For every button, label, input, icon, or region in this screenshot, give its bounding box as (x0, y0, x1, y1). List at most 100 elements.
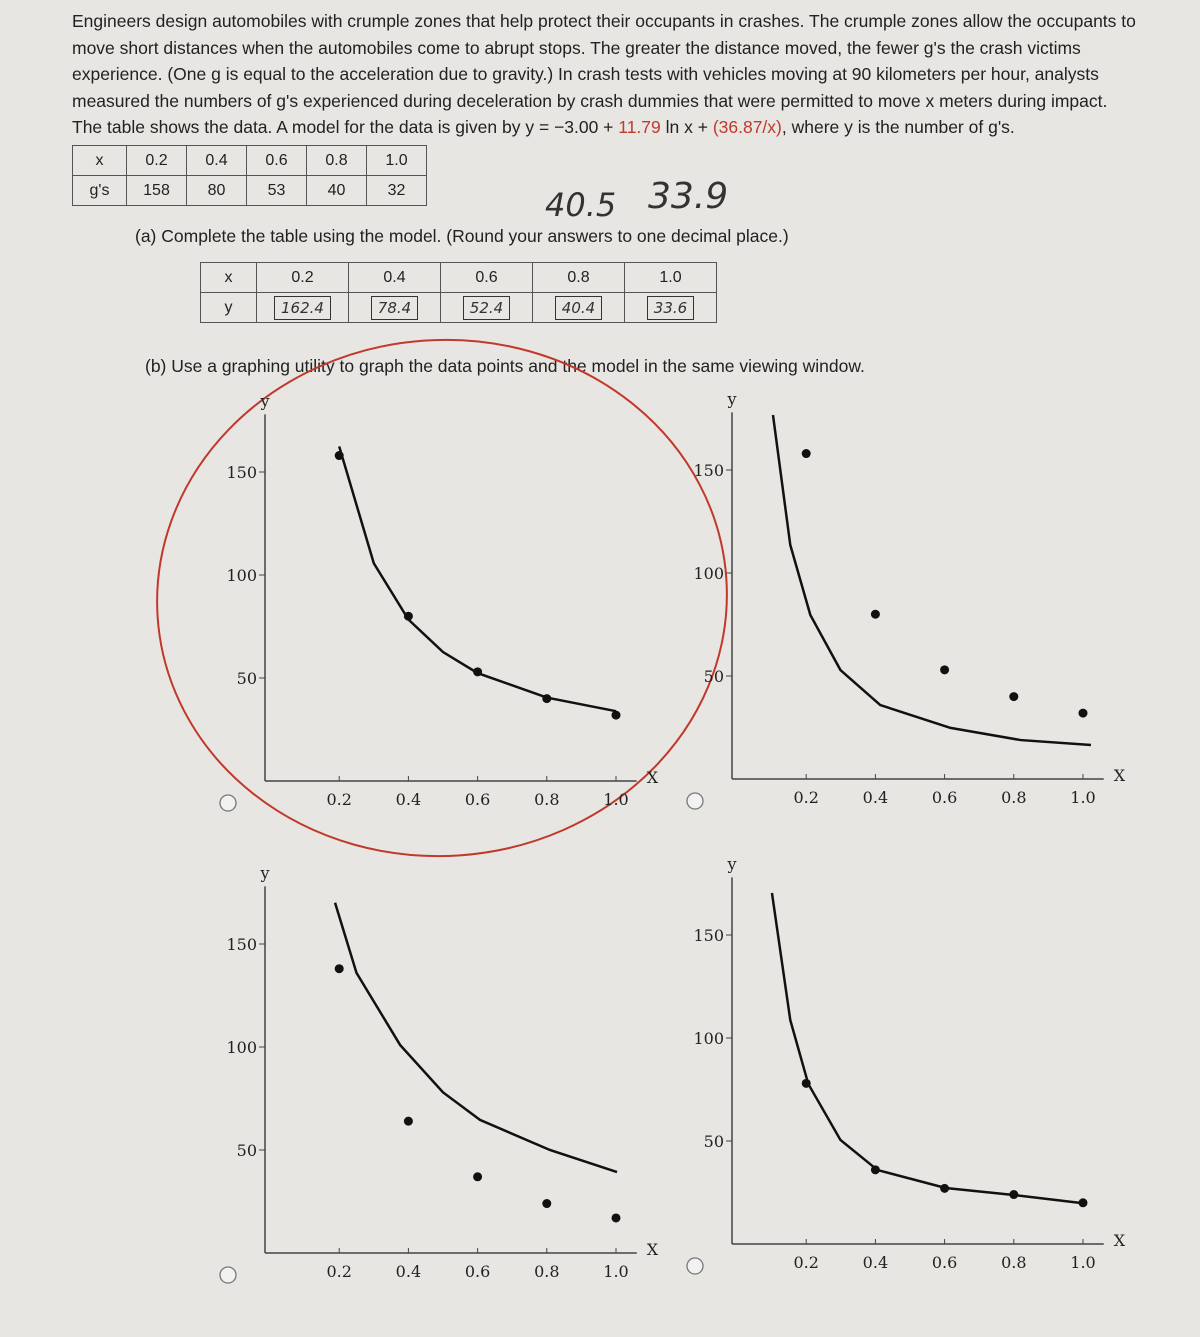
model-curve (771, 414, 1092, 747)
data-point (403, 611, 413, 621)
statement-text: Engineers design automobiles with crumpl… (72, 11, 1136, 137)
table-cell: 1.0 (624, 262, 717, 293)
option-radio[interactable] (686, 1257, 704, 1275)
formula-part: ln x + (660, 117, 713, 137)
x-tick-label: 0.6 (932, 1253, 957, 1272)
data-point (940, 665, 950, 675)
y-tick-label: 50 (237, 669, 257, 688)
answer-table: x 0.2 0.4 0.6 0.8 1.0 y 162.4 78.4 52.4 40.4 33.6 (200, 262, 717, 323)
x-tick-label: 0.6 (932, 788, 957, 807)
statement-end: , where y is the number of g's. (781, 117, 1015, 137)
option-radio[interactable] (219, 794, 237, 812)
data-point (1078, 708, 1088, 718)
option-radio[interactable] (219, 1266, 237, 1284)
y-tick-label: 50 (704, 1132, 724, 1151)
x-axis-label: X (647, 768, 659, 787)
y-tick-label: 150 (693, 461, 724, 480)
x-tick-label: 0.8 (534, 790, 559, 809)
table-cell: 158 (126, 175, 187, 206)
handwritten-answer: 33.6 (646, 295, 695, 320)
data-point (940, 1183, 950, 1193)
table-row: y 162.4 78.4 52.4 40.4 33.6 (200, 292, 717, 323)
part-a-prompt: (a) Complete the table using the model. … (135, 226, 789, 246)
data-point (542, 694, 552, 704)
formula-part: 11.79 (618, 117, 661, 137)
x-tick-label: 0.2 (326, 790, 351, 809)
x-tick-label: 0.8 (534, 1262, 559, 1281)
y-tick-label: 100 (693, 564, 724, 583)
x-tick-label: 0.6 (465, 790, 490, 809)
x-tick-label: 0.2 (793, 1253, 818, 1272)
data-point (473, 667, 483, 677)
model-curve (333, 902, 618, 1174)
table-cell: 162.4 (256, 292, 349, 323)
x-tick-label: 0.6 (465, 1262, 490, 1281)
y-axis-label: y (726, 854, 736, 873)
data-point (403, 1116, 413, 1126)
data-point (1009, 692, 1019, 702)
table-row: x 0.2 0.4 0.6 0.8 1.0 (200, 262, 717, 293)
data-point (1078, 1198, 1088, 1208)
problem-statement: Engineers design automobiles with crumpl… (72, 8, 1137, 141)
handwritten-answer: 40.4 (554, 295, 603, 320)
y-tick-label: 50 (704, 667, 724, 686)
data-point (870, 1165, 880, 1175)
x-tick-label: 0.4 (863, 788, 888, 807)
handwritten-note: 33.9 (648, 176, 729, 217)
x-tick-label: 1.0 (603, 1262, 628, 1281)
y-tick-label: 150 (693, 926, 724, 945)
table-cell: 0.6 (246, 145, 307, 176)
data-table: x 0.2 0.4 0.6 0.8 1.0 g's 158 80 53 40 32 (72, 145, 427, 206)
x-axis-label: X (1114, 766, 1126, 785)
table-cell: 33.6 (624, 292, 717, 323)
table-cell: 0.8 (306, 145, 367, 176)
table-cell: 40.4 (532, 292, 625, 323)
data-point (611, 1213, 621, 1223)
x-tick-label: 0.2 (793, 788, 818, 807)
x-axis-label: X (1114, 1231, 1126, 1250)
formula-part: y = −3.00 + (525, 117, 619, 137)
y-tick-label: 100 (226, 1038, 257, 1057)
x-tick-label: 0.2 (326, 1262, 351, 1281)
data-point (870, 609, 880, 619)
table-cell: 52.4 (440, 292, 533, 323)
data-point (542, 1199, 552, 1209)
x-axis-label: X (647, 1240, 659, 1259)
handwritten-note: 40.5 (545, 186, 617, 224)
data-point (801, 1078, 811, 1088)
data-point (334, 964, 344, 974)
option-radio[interactable] (686, 792, 704, 810)
table-cell: 1.0 (366, 145, 427, 176)
table-cell: 0.4 (186, 145, 247, 176)
table-cell: y (200, 292, 257, 323)
hand-circle (156, 338, 728, 858)
table-cell: 0.8 (532, 262, 625, 293)
x-tick-label: 1.0 (1070, 788, 1095, 807)
model-curve (770, 892, 1082, 1205)
x-tick-label: 0.4 (396, 790, 421, 809)
handwritten-answer: 78.4 (370, 295, 419, 320)
table-cell: g's (72, 175, 127, 206)
table-cell: 40 (306, 175, 367, 206)
handwritten-answer: 52.4 (462, 295, 511, 320)
x-tick-label: 0.8 (1001, 788, 1026, 807)
data-point (473, 1172, 483, 1182)
handwritten-answer: 162.4 (274, 295, 331, 320)
y-tick-label: 50 (237, 1141, 257, 1160)
x-tick-label: 1.0 (603, 790, 628, 809)
y-tick-label: 100 (693, 1029, 724, 1048)
y-tick-label: 150 (226, 463, 257, 482)
x-tick-label: 0.4 (863, 1253, 888, 1272)
data-point (334, 451, 344, 461)
y-axis-label: y (726, 389, 736, 408)
x-tick-label: 0.4 (396, 1262, 421, 1281)
table-cell: 53 (246, 175, 307, 206)
table-cell: 80 (186, 175, 247, 206)
table-row: g's 158 80 53 40 32 (72, 175, 427, 206)
y-axis-label: y (259, 863, 269, 882)
x-tick-label: 1.0 (1070, 1253, 1095, 1272)
data-point (1009, 1190, 1019, 1200)
x-tick-label: 0.8 (1001, 1253, 1026, 1272)
